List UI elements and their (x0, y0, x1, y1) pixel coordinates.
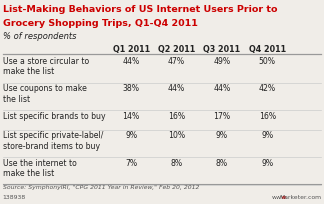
Text: 44%: 44% (213, 84, 231, 93)
Text: www.: www. (272, 194, 288, 200)
Text: 14%: 14% (122, 112, 140, 121)
Text: 10%: 10% (168, 131, 185, 140)
Text: Marketer.com: Marketer.com (279, 194, 321, 200)
Text: List specific private-label/
store-brand items to buy: List specific private-label/ store-brand… (3, 131, 103, 151)
Text: Q4 2011: Q4 2011 (249, 45, 286, 54)
Text: 17%: 17% (214, 112, 230, 121)
Text: 9%: 9% (216, 131, 228, 140)
Text: % of respondents: % of respondents (3, 32, 76, 41)
Text: 7%: 7% (125, 159, 137, 168)
Text: Use the internet to
make the list: Use the internet to make the list (3, 159, 76, 178)
Text: Use a store circular to
make the list: Use a store circular to make the list (3, 57, 89, 76)
Text: 8%: 8% (216, 159, 228, 168)
Text: List specific brands to buy: List specific brands to buy (3, 112, 105, 121)
Text: 49%: 49% (214, 57, 230, 66)
Text: 44%: 44% (122, 57, 140, 66)
Text: 38%: 38% (123, 84, 140, 93)
Text: 138938: 138938 (3, 194, 26, 200)
Text: Source: SymphonyIRI, "CPG 2011 Year in Review," Feb 20, 2012: Source: SymphonyIRI, "CPG 2011 Year in R… (3, 185, 199, 191)
Text: Grocery Shopping Trips, Q1-Q4 2011: Grocery Shopping Trips, Q1-Q4 2011 (3, 19, 197, 28)
Text: 9%: 9% (261, 159, 273, 168)
Text: 16%: 16% (259, 112, 276, 121)
Text: List-Making Behaviors of US Internet Users Prior to: List-Making Behaviors of US Internet Use… (3, 5, 277, 14)
Text: Q1 2011: Q1 2011 (113, 45, 150, 54)
Text: Q2 2011: Q2 2011 (158, 45, 195, 54)
Text: Use coupons to make
the list: Use coupons to make the list (3, 84, 87, 104)
Text: 9%: 9% (125, 131, 137, 140)
Text: 44%: 44% (168, 84, 185, 93)
Text: Q3 2011: Q3 2011 (203, 45, 240, 54)
Text: 42%: 42% (259, 84, 276, 93)
Text: 47%: 47% (168, 57, 185, 66)
Text: 16%: 16% (168, 112, 185, 121)
Text: 9%: 9% (261, 131, 273, 140)
Text: 50%: 50% (259, 57, 276, 66)
Text: 8%: 8% (170, 159, 183, 168)
Text: e: e (281, 194, 285, 200)
